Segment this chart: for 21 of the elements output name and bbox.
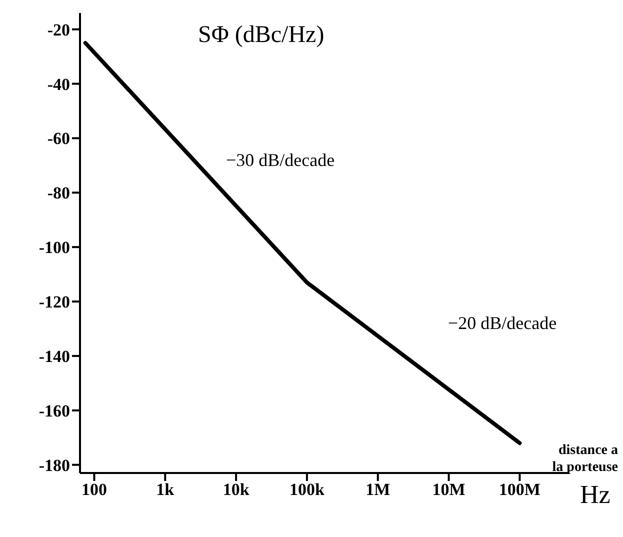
y-tick-label: -100 xyxy=(38,238,70,258)
y-tick-label: -120 xyxy=(38,292,70,312)
x-tick-label: 100k xyxy=(289,480,325,500)
x-tick-label: 1M xyxy=(366,480,390,500)
x-tick-label: 100 xyxy=(81,480,107,500)
y-tick-label: -60 xyxy=(47,129,70,148)
annotation: −30 dB/decade xyxy=(226,150,335,172)
y-tick-label: -20 xyxy=(47,20,70,40)
y-tick-label: -40 xyxy=(47,74,70,94)
y-axis-title: SΦ (dBc/Hz) xyxy=(198,22,324,49)
y-tick-label: -140 xyxy=(38,346,70,366)
x-tick-label: 10M xyxy=(432,480,466,500)
x-tick-label: 100M xyxy=(498,480,540,500)
y-tick-label: -180 xyxy=(38,456,70,475)
y-tick-label: -160 xyxy=(38,401,70,420)
x-tick-label: 1k xyxy=(156,480,175,500)
x-axis-title: Hz xyxy=(580,480,610,510)
x-tick-label: 10k xyxy=(222,480,250,500)
annotation: distance a la porteuse xyxy=(551,443,618,477)
y-tick-label: -80 xyxy=(47,184,70,203)
annotation: −20 dB/decade xyxy=(448,313,557,335)
